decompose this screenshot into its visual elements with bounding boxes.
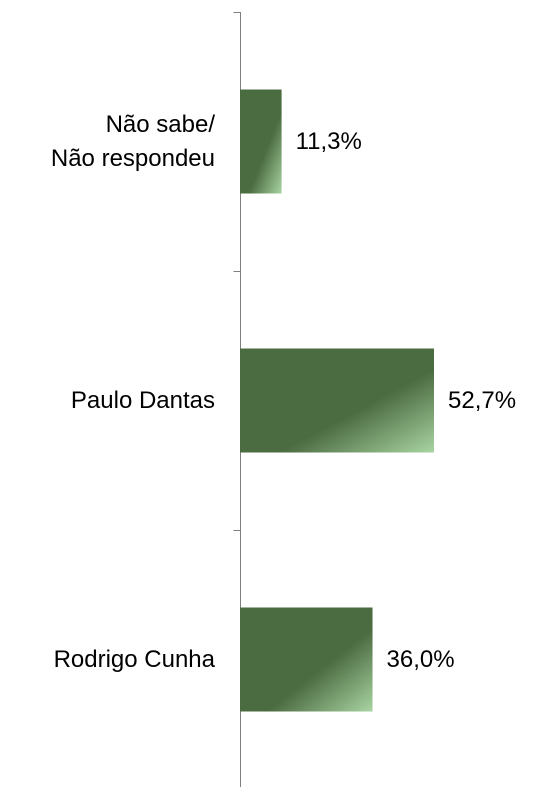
data-label: 52,7% (448, 386, 517, 414)
category-label-line: Não respondeu (50, 144, 215, 172)
category-label: Paulo Dantas (0, 384, 215, 418)
data-label: 11,3% (295, 127, 362, 155)
bar (240, 89, 282, 194)
bar (240, 348, 434, 453)
data-label: 36,0% (386, 645, 455, 673)
category-label-line: Paulo Dantas (70, 386, 215, 414)
bar (240, 607, 373, 712)
category-label-line: Não sabe/ (105, 110, 215, 138)
category-label: Não sabe/Não respondeu (0, 108, 215, 176)
category-label-line: Rodrigo Cunha (53, 645, 215, 673)
category-label: Rodrigo Cunha (0, 643, 215, 677)
